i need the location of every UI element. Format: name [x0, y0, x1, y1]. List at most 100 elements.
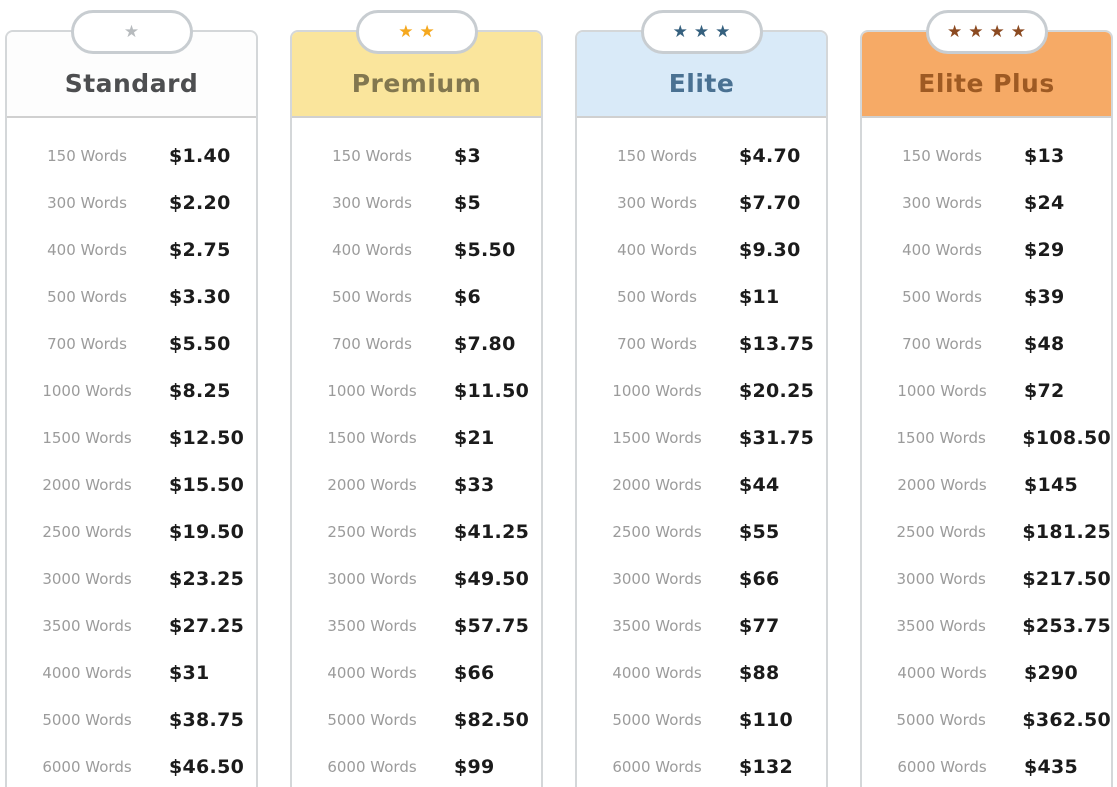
price-value: $23.25: [169, 567, 245, 590]
price-row: 400 Words $29: [862, 226, 1111, 273]
price-row: 1000 Words $20.25: [577, 367, 826, 414]
price-row: 6000 Words $132: [577, 743, 826, 787]
price-row: 3000 Words $49.50: [292, 555, 541, 602]
price-value: $82.50: [454, 708, 530, 731]
plan-header: Premium: [292, 32, 541, 118]
plan-card-elite-plus: ★ ★ ★ ★ Elite Plus 150 Words $13 300 Words $24…: [860, 10, 1113, 787]
star-badge: ★: [70, 10, 193, 54]
price-value: $27.25: [169, 614, 245, 637]
plan-title: Elite Plus: [918, 68, 1055, 98]
price-row: 3500 Words $27.25: [7, 602, 256, 649]
plan-card-premium: ★ ★ Premium 150 Words $3 300 Words $5 400 Wor…: [290, 10, 543, 787]
price-value: $57.75: [454, 614, 530, 637]
star-badge: ★ ★ ★: [640, 10, 763, 54]
price-value: $19.50: [169, 520, 245, 543]
price-value: $21: [454, 426, 495, 449]
price-value: $66: [739, 567, 780, 590]
word-count-label: 3000 Words: [896, 569, 986, 588]
star-icon: ★: [419, 21, 435, 42]
price-row: 2000 Words $44: [577, 461, 826, 508]
price-value: $3.30: [169, 285, 231, 308]
price-value: $72: [1024, 379, 1065, 402]
word-count-label: 3000 Words: [612, 569, 702, 588]
price-value: $13.75: [739, 332, 815, 355]
star-badge: ★ ★ ★ ★: [925, 10, 1048, 54]
price-value: $2.75: [169, 238, 231, 261]
word-count-label: 700 Words: [902, 334, 982, 353]
word-count-label: 1000 Words: [897, 381, 987, 400]
word-count-label: 300 Words: [47, 193, 127, 212]
star-icon: ★: [947, 21, 963, 42]
star-icon: ★: [398, 21, 414, 42]
price-value: $6: [454, 285, 482, 308]
price-value: $435: [1024, 755, 1079, 778]
price-row: 1500 Words $31.75: [577, 414, 826, 461]
word-count-label: 4000 Words: [897, 663, 987, 682]
word-count-label: 400 Words: [332, 240, 412, 259]
star-icon: ★: [715, 21, 731, 42]
word-count-label: 700 Words: [332, 334, 412, 353]
word-count-label: 2000 Words: [612, 475, 702, 494]
star-icon: ★: [123, 21, 140, 42]
plan-title: Premium: [351, 68, 482, 98]
word-count-label: 150 Words: [902, 146, 982, 165]
price-row: 500 Words $3.30: [7, 273, 256, 320]
word-count-label: 6000 Words: [42, 757, 132, 776]
word-count-label: 700 Words: [617, 334, 697, 353]
price-value: $66: [454, 661, 495, 684]
price-row: 400 Words $2.75: [7, 226, 256, 273]
price-row: 700 Words $5.50: [7, 320, 256, 367]
word-count-label: 500 Words: [47, 287, 127, 306]
price-row: 1000 Words $11.50: [292, 367, 541, 414]
price-value: $9.30: [739, 238, 801, 261]
price-value: $33: [454, 473, 495, 496]
word-count-label: 150 Words: [332, 146, 412, 165]
price-row: 2000 Words $145: [862, 461, 1111, 508]
price-row: 3500 Words $57.75: [292, 602, 541, 649]
word-count-label: 1500 Words: [612, 428, 702, 447]
price-row: 4000 Words $66: [292, 649, 541, 696]
star-icon: ★: [989, 21, 1005, 42]
word-count-label: 2000 Words: [897, 475, 987, 494]
word-count-label: 700 Words: [47, 334, 127, 353]
word-count-label: 4000 Words: [42, 663, 132, 682]
price-row: 2500 Words $19.50: [7, 508, 256, 555]
price-row: 400 Words $9.30: [577, 226, 826, 273]
price-row: 700 Words $7.80: [292, 320, 541, 367]
price-value: $48: [1024, 332, 1065, 355]
price-row: 4000 Words $88: [577, 649, 826, 696]
price-value: $1.40: [169, 144, 231, 167]
price-row: 6000 Words $46.50: [7, 743, 256, 787]
price-value: $253.75: [1022, 614, 1111, 637]
word-count-label: 1500 Words: [327, 428, 417, 447]
word-count-label: 1000 Words: [612, 381, 702, 400]
price-row: 500 Words $39: [862, 273, 1111, 320]
price-value: $290: [1024, 661, 1079, 684]
price-value: $38.75: [169, 708, 245, 731]
price-value: $13: [1024, 144, 1065, 167]
price-row: 5000 Words $362.50: [862, 696, 1111, 743]
price-row: 4000 Words $31: [7, 649, 256, 696]
price-row: 500 Words $11: [577, 273, 826, 320]
word-count-label: 500 Words: [617, 287, 697, 306]
word-count-label: 150 Words: [47, 146, 127, 165]
word-count-label: 300 Words: [902, 193, 982, 212]
price-row: 1500 Words $108.50: [862, 414, 1111, 461]
price-value: $77: [739, 614, 780, 637]
star-badge: ★ ★: [355, 10, 478, 54]
word-count-label: 300 Words: [332, 193, 412, 212]
word-count-label: 5000 Words: [612, 710, 702, 729]
star-icon: ★: [672, 21, 688, 42]
price-row: 6000 Words $99: [292, 743, 541, 787]
word-count-label: 5000 Words: [896, 710, 986, 729]
price-value: $110: [739, 708, 794, 731]
price-row: 2500 Words $55: [577, 508, 826, 555]
word-count-label: 500 Words: [902, 287, 982, 306]
price-row: 2500 Words $181.25: [862, 508, 1111, 555]
word-count-label: 400 Words: [902, 240, 982, 259]
price-value: $11: [739, 285, 780, 308]
price-value: $362.50: [1022, 708, 1111, 731]
word-count-label: 2000 Words: [327, 475, 417, 494]
word-count-label: 2500 Words: [42, 522, 132, 541]
